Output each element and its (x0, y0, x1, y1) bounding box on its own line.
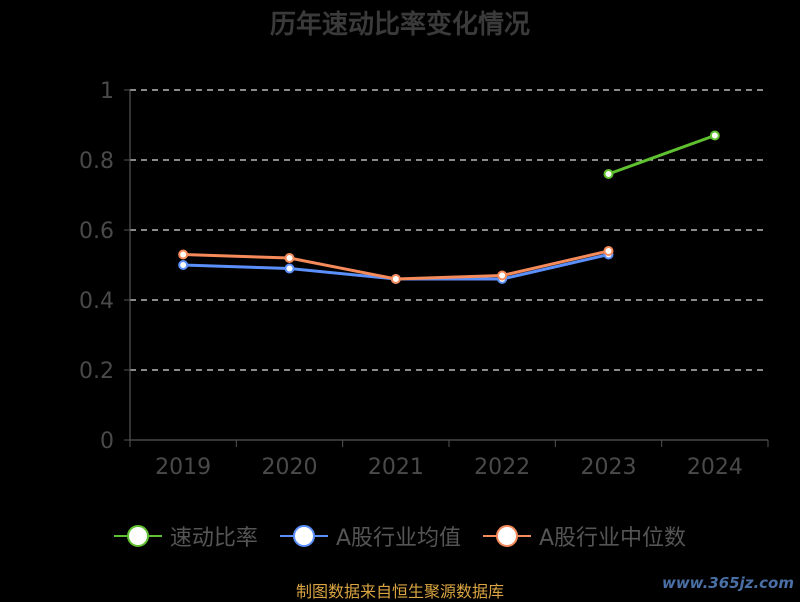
x-tick-label: 2024 (687, 455, 743, 480)
data-source-note: 制图数据来自恒生聚源数据库 (295, 582, 504, 601)
legend-label-quick-ratio: 速动比率 (169, 526, 258, 551)
y-tick-label: 0.8 (79, 149, 114, 174)
legend-item-industry-mean[interactable]: A股行业均值 (279, 520, 461, 552)
legend-item-quick-ratio[interactable]: 速动比率 (113, 520, 258, 552)
y-tick-label: 1 (100, 79, 114, 104)
x-tick-label: 2021 (368, 455, 424, 480)
data-point (497, 270, 508, 281)
legend-swatch-industry-median (483, 524, 531, 548)
data-point (178, 249, 189, 260)
data-point (603, 169, 614, 179)
data-point (284, 263, 295, 274)
x-tick-label: 2022 (474, 455, 530, 480)
x-tick-label: 2019 (155, 455, 211, 480)
legend-item-industry-median[interactable]: A股行业中位数 (483, 520, 686, 552)
data-point (603, 246, 614, 256)
x-tick-label: 2020 (262, 455, 318, 480)
data-point (178, 260, 189, 270)
series-line (607, 134, 716, 176)
y-tick-label: 0.4 (79, 289, 114, 314)
legend-swatch-industry-mean (279, 524, 328, 548)
data-point (390, 274, 401, 284)
chart-title: 历年速动比率变化情况 (269, 10, 530, 40)
legend-label-industry-median: A股行业中位数 (539, 526, 687, 551)
data-point (709, 130, 720, 141)
watermark-logo: www.365jz.com (661, 574, 794, 592)
y-tick-label: 0.6 (79, 219, 114, 244)
chart-legend: 速动比率 A股行业均值 A股行业中位数 (0, 520, 800, 552)
y-tick-label: 0.2 (79, 359, 114, 384)
data-point (284, 253, 295, 263)
legend-label-industry-mean: A股行业均值 (335, 526, 461, 551)
x-tick-label: 2023 (581, 455, 637, 480)
legend-swatch-quick-ratio (113, 524, 162, 548)
y-tick-label: 0 (100, 429, 114, 454)
